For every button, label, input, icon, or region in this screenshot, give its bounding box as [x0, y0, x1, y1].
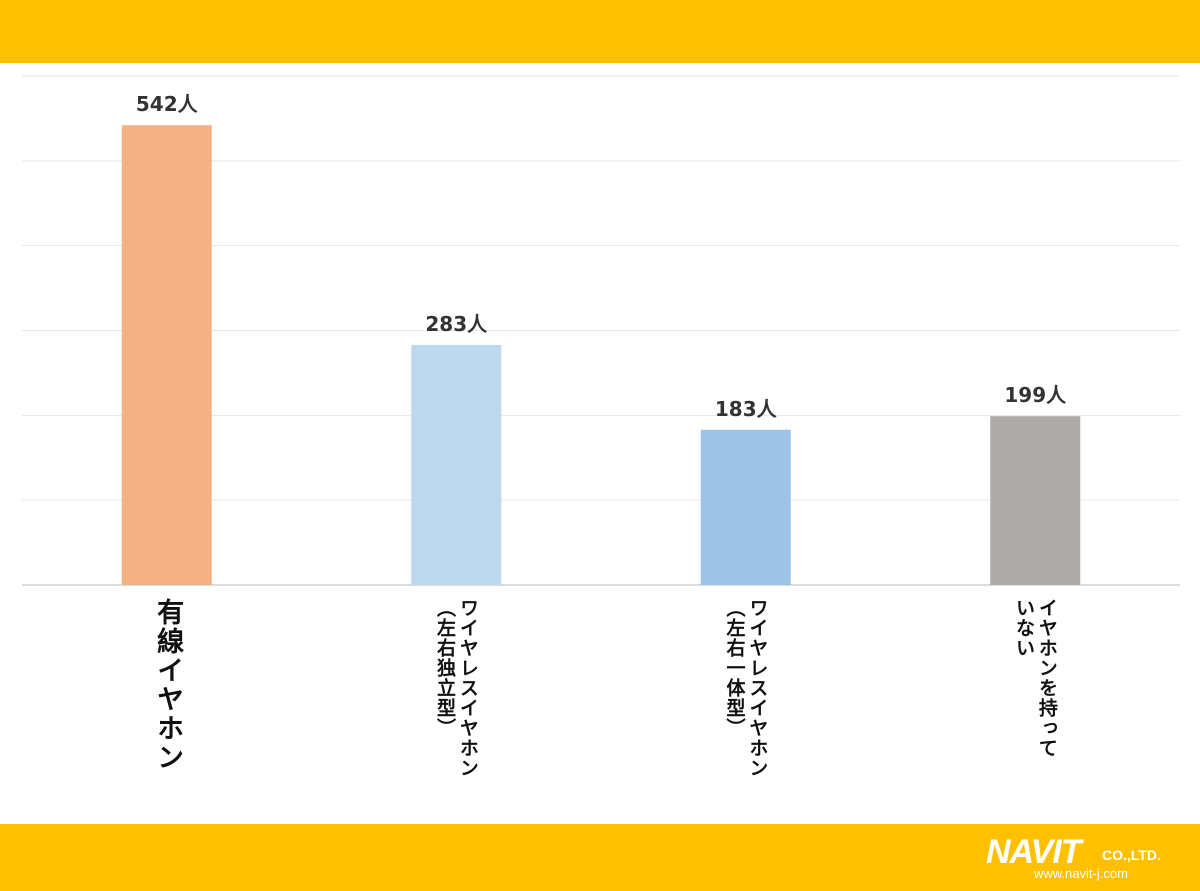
chart-data-labels: 542人 283人 183人 199人	[136, 92, 1067, 421]
data-label-1: 542人	[136, 92, 199, 116]
header-band	[0, 0, 1200, 63]
bar-2	[411, 344, 502, 585]
chart-grid	[22, 75, 1180, 586]
logo-suffix: CO.,LTD.	[1102, 847, 1161, 863]
category-label-1: 有線イヤホン	[152, 598, 184, 772]
bar-3	[700, 429, 791, 585]
data-label-2: 283人	[425, 312, 488, 336]
chart-bars	[121, 125, 1081, 585]
data-label-4: 199人	[1004, 383, 1067, 407]
category-label-4: イヤホンを持って いない	[1013, 598, 1058, 758]
bar-1	[121, 125, 212, 585]
bar-4	[990, 416, 1081, 585]
bar-chart: 542人 283人 183人 199人	[22, 75, 1180, 586]
category-label-2: ワイヤレスイヤホン （左右独立型）	[434, 598, 479, 778]
footer-band	[0, 824, 1200, 891]
logo-name: NAVIT	[986, 833, 1081, 871]
company-logo: NAVIT CO.,LTD. www.navit-j.com	[986, 831, 1186, 885]
category-label-3: ワイヤレスイヤホン （左右一体型）	[723, 598, 769, 778]
logo-url: www.navit-j.com	[1034, 866, 1128, 881]
data-label-3: 183人	[715, 397, 778, 421]
